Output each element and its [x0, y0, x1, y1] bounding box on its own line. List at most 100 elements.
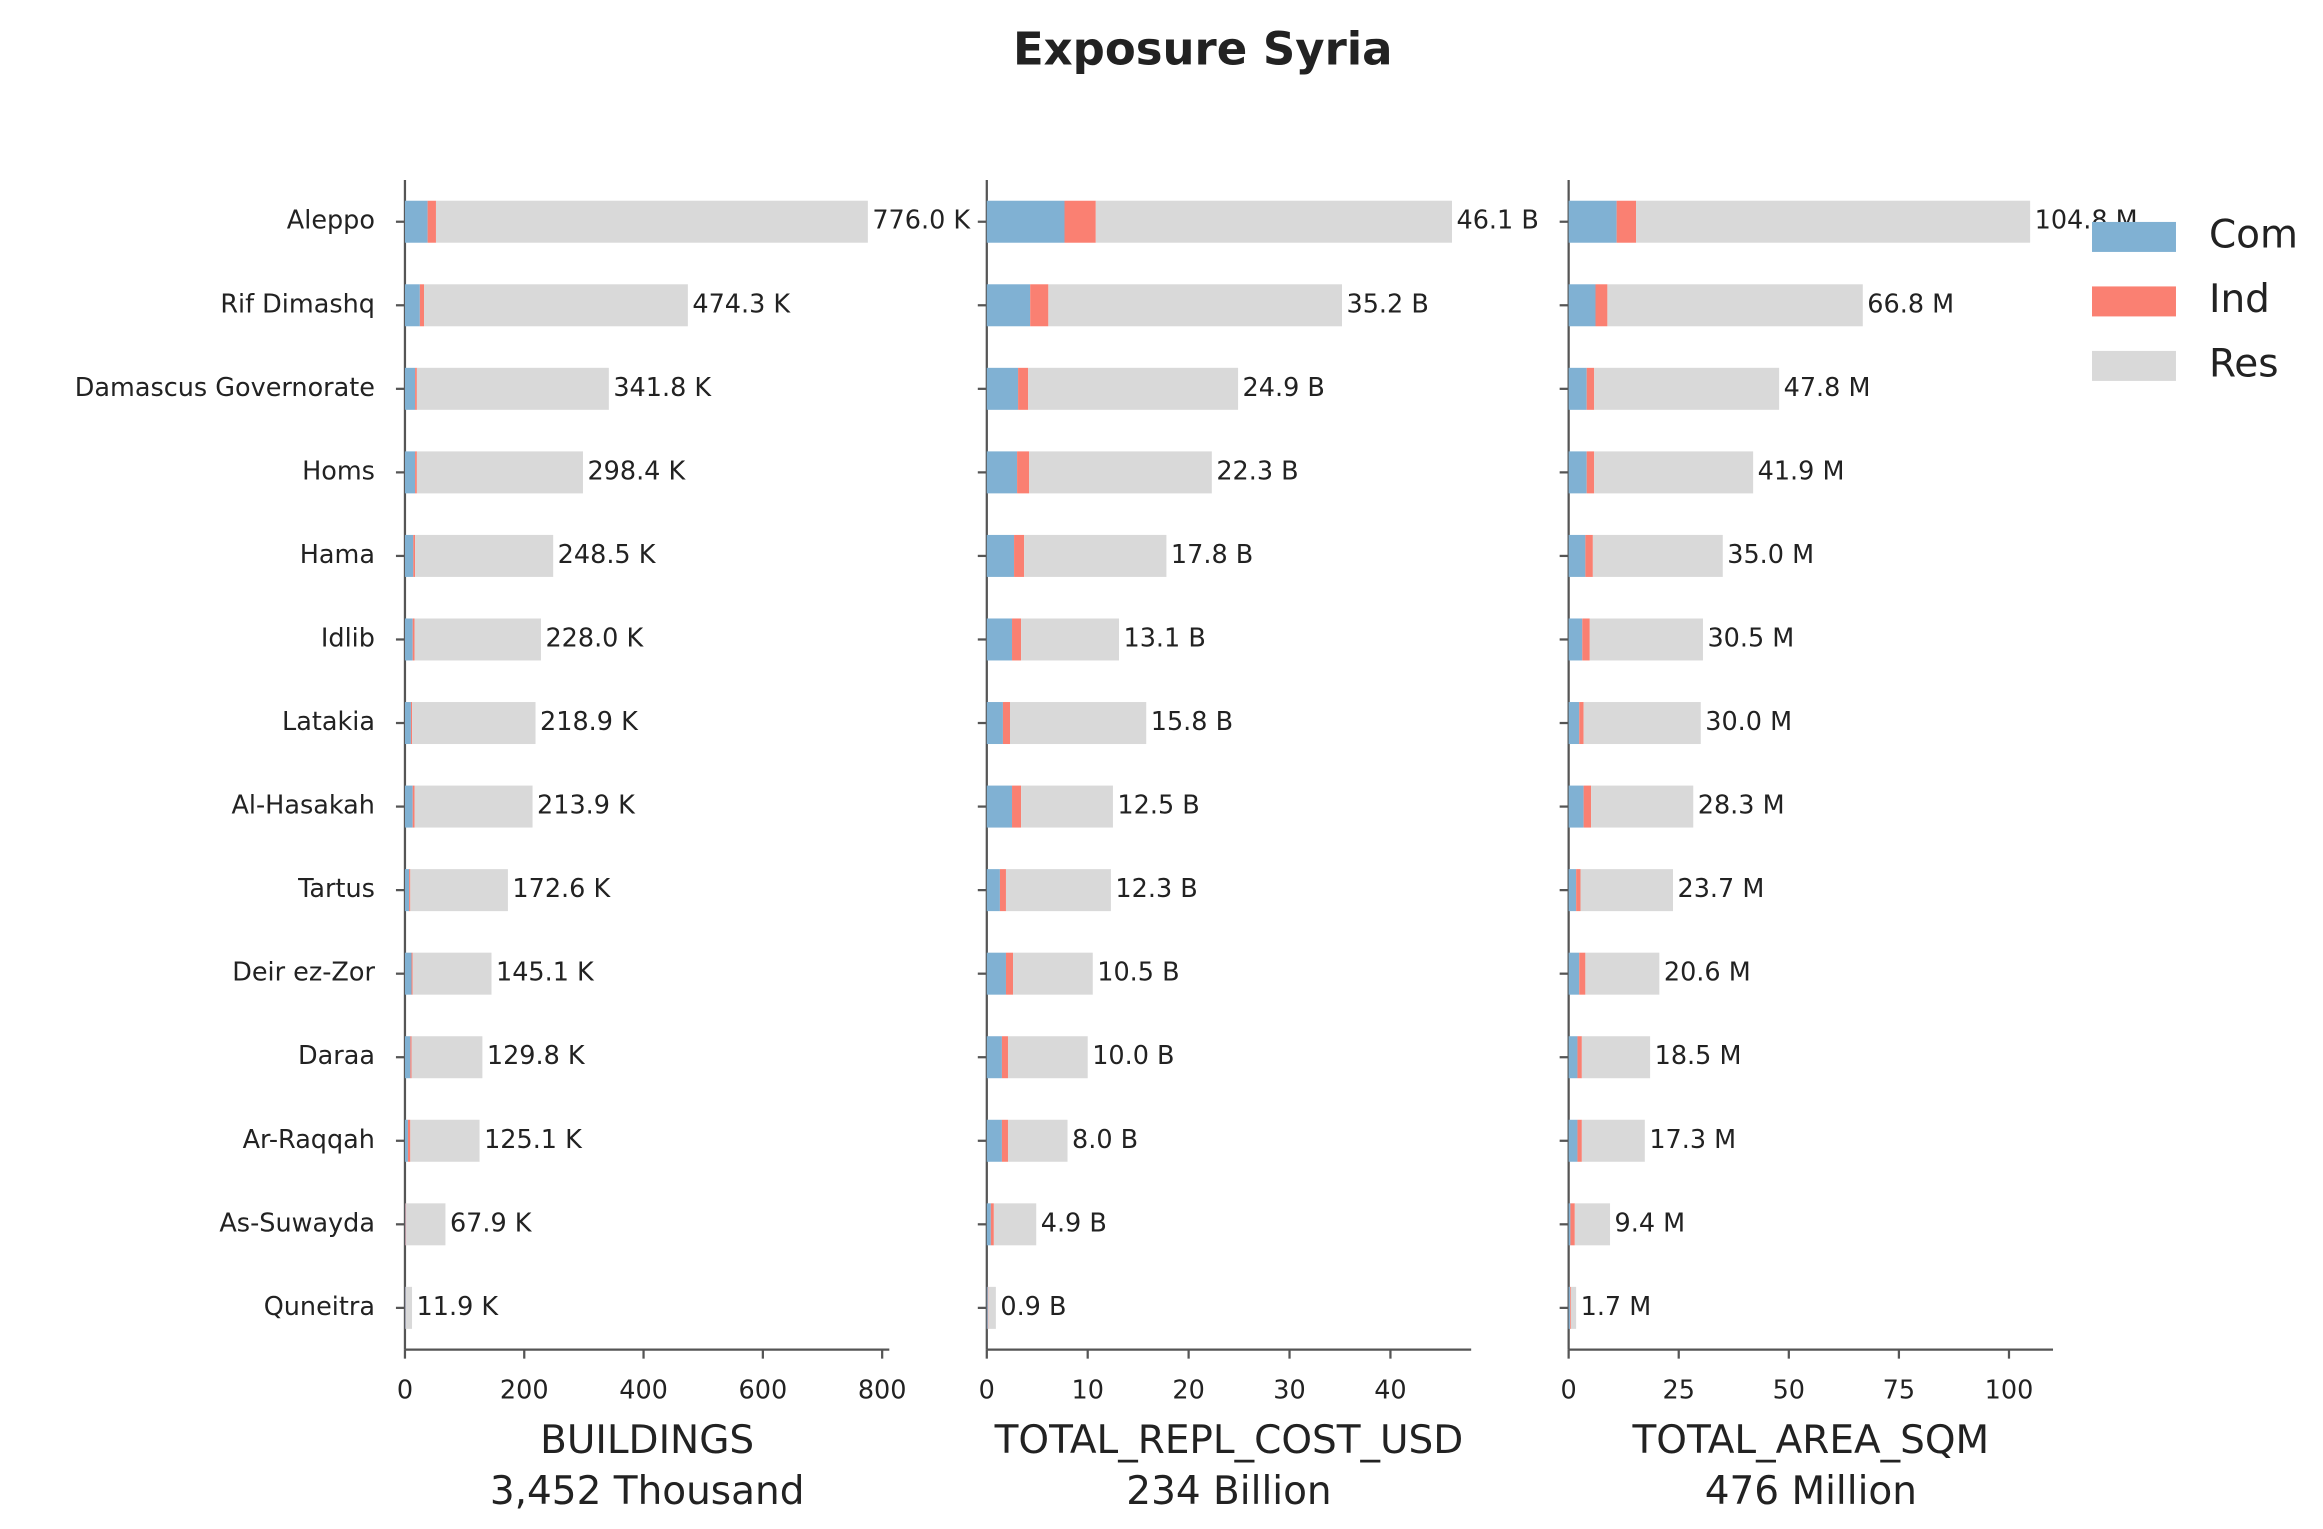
- bar-segment: [1582, 618, 1590, 661]
- bar-segment: [1568, 702, 1580, 745]
- bar-segment: [409, 869, 411, 912]
- bar-segment: [404, 1286, 406, 1329]
- legend-swatch: [2092, 350, 2176, 381]
- bar-segment: [427, 200, 436, 243]
- value-label: 23.7 M: [1678, 874, 1765, 904]
- x-axis-label: 3,452 Thousand: [490, 1469, 805, 1514]
- bar-segment: [1579, 952, 1586, 995]
- value-label: 218.9 K: [540, 707, 639, 737]
- value-label: 24.9 B: [1243, 373, 1325, 403]
- x-axis-label: 476 Million: [1705, 1469, 1917, 1514]
- x-tick-label: 0: [1561, 1376, 1577, 1406]
- bar-segment: [1029, 451, 1212, 494]
- bar-segment: [410, 702, 413, 745]
- bar-segment: [406, 1203, 446, 1246]
- bar-segment: [1581, 1119, 1645, 1162]
- bar-segment: [987, 1286, 989, 1329]
- bar-segment: [1001, 1036, 1008, 1079]
- bar-segment: [986, 284, 1031, 327]
- bar-segment: [1005, 952, 1014, 995]
- legend-label: Ind: [2209, 277, 2270, 322]
- value-label: 145.1 K: [496, 958, 595, 988]
- bar-segment: [1568, 534, 1586, 577]
- bar-segment: [1030, 284, 1049, 327]
- value-label: 776.0 K: [872, 206, 971, 236]
- bar-segment: [990, 1203, 994, 1246]
- value-label: 13.1 B: [1123, 623, 1205, 653]
- bar-segment: [410, 1036, 412, 1079]
- x-tick-label: 30: [1273, 1376, 1305, 1406]
- bar-segment: [1594, 367, 1780, 410]
- value-label: 28.3 M: [1698, 791, 1785, 821]
- bar-segment: [986, 1036, 1002, 1079]
- bar-segment: [415, 367, 417, 410]
- value-label: 10.5 B: [1097, 958, 1179, 988]
- bar-segment: [419, 284, 425, 327]
- x-tick-label: 10: [1071, 1376, 1103, 1406]
- bar-segment: [404, 451, 416, 494]
- x-tick-label: 50: [1773, 1376, 1805, 1406]
- bar-segment: [404, 869, 410, 912]
- bar-segment: [1568, 1203, 1571, 1246]
- legend-swatch: [2092, 221, 2176, 252]
- bar-segment: [986, 952, 1006, 995]
- bar-segment: [1028, 367, 1239, 410]
- y-tick-label: Deir ez-Zor: [232, 958, 375, 988]
- bar-segment: [1568, 1119, 1578, 1162]
- bar-segment: [1007, 1119, 1068, 1162]
- bar-segment: [1616, 200, 1637, 243]
- value-label: 35.0 M: [1727, 540, 1814, 570]
- value-label: 0.9 B: [1000, 1292, 1066, 1322]
- value-label: 22.3 B: [1216, 456, 1298, 486]
- bar-segment: [986, 534, 1015, 577]
- bar-segment: [986, 702, 1003, 745]
- bar-segment: [1581, 1036, 1651, 1079]
- bar-segment: [988, 1286, 996, 1329]
- legend-swatch: [2092, 286, 2176, 317]
- bar-segment: [411, 952, 413, 995]
- bar-segment: [1568, 284, 1596, 327]
- bar-segment: [413, 534, 416, 577]
- bar-segment: [1580, 869, 1674, 912]
- bar-segment: [416, 451, 583, 494]
- y-tick-label: Damascus Governorate: [75, 373, 375, 403]
- bar-segment: [404, 200, 428, 243]
- bar-segment: [1579, 702, 1584, 745]
- legend-label: Com: [2209, 212, 2298, 257]
- bar-segment: [404, 1036, 411, 1079]
- bar-segment: [1017, 451, 1030, 494]
- x-axis-label: TOTAL_AREA_SQM: [1632, 1418, 1990, 1463]
- bar-segment: [986, 618, 1013, 661]
- x-tick-label: 400: [619, 1376, 668, 1406]
- x-tick-label: 75: [1883, 1376, 1915, 1406]
- bar-segment: [986, 451, 1018, 494]
- bar-segment: [1024, 534, 1167, 577]
- value-label: 15.8 B: [1151, 707, 1233, 737]
- x-tick-label: 100: [1985, 1376, 2034, 1406]
- bar-segment: [1574, 1203, 1611, 1246]
- y-tick-label: Aleppo: [287, 206, 375, 236]
- value-label: 9.4 M: [1615, 1208, 1686, 1238]
- value-label: 20.6 M: [1664, 958, 1751, 988]
- value-label: 341.8 K: [613, 373, 712, 403]
- value-label: 248.5 K: [558, 540, 657, 570]
- bar-segment: [412, 702, 536, 745]
- y-tick-label: Homs: [302, 456, 375, 486]
- bar-segment: [412, 618, 415, 661]
- bar-segment: [404, 534, 414, 577]
- bar-segment: [1568, 1286, 1570, 1329]
- bar-segment: [424, 284, 688, 327]
- bar-segment: [404, 1119, 408, 1162]
- bar-segment: [1010, 702, 1147, 745]
- bar-segment: [986, 785, 1013, 828]
- value-label: 129.8 K: [487, 1041, 586, 1071]
- value-label: 12.3 B: [1115, 874, 1197, 904]
- bar-segment: [404, 284, 420, 327]
- bar-segment: [407, 1119, 411, 1162]
- bar-segment: [1012, 618, 1022, 661]
- value-label: 125.1 K: [484, 1125, 583, 1155]
- value-label: 17.8 B: [1171, 540, 1253, 570]
- bar-segment: [1595, 284, 1608, 327]
- bar-segment: [405, 1203, 407, 1246]
